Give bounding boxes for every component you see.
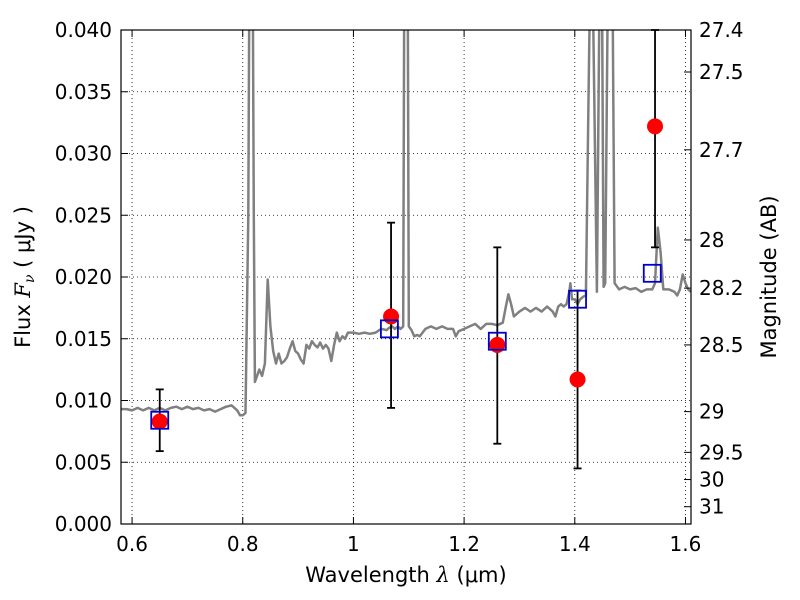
y-tick-label: 0.040	[55, 18, 112, 42]
error-bars	[150, 29, 664, 470]
model-photometry-point	[379, 319, 399, 339]
model-photometry-point	[642, 263, 662, 283]
x-tick-label: 1.6	[670, 532, 702, 556]
right-tick-label: 27.4	[699, 18, 744, 42]
model-photometry-point	[150, 410, 170, 430]
data-layer	[121, 30, 691, 417]
x-tick-label: 1	[347, 532, 360, 556]
y-tick-label: 0.015	[55, 327, 112, 351]
y-tick-label: 0.005	[55, 450, 112, 474]
right-tick-label: 28.5	[699, 333, 744, 357]
right-tick-label: 31	[699, 495, 724, 519]
right-tick-label: 27.7	[699, 138, 744, 162]
y-tick-label: 0.020	[55, 265, 112, 289]
right-tick-label: 29.5	[699, 440, 744, 464]
observed-point	[569, 371, 586, 388]
x-axis-label: Wavelength λ (μm)	[305, 563, 506, 587]
right-tick-label: 28.2	[699, 276, 744, 300]
right-tick-label: 28	[699, 228, 724, 252]
x-tick-label: 1.4	[559, 532, 591, 556]
y-axis-label-left: Flux Fν ( μJy )	[11, 206, 38, 348]
model-photometry-point	[568, 289, 587, 309]
x-tick-label: 0.6	[116, 532, 148, 556]
model-photometry-point	[487, 331, 507, 351]
spectrum-line	[121, 30, 691, 417]
y-tick-label: 0.030	[55, 142, 112, 166]
y-tick-label: 0.010	[55, 389, 112, 413]
y-tick-label: 0.000	[55, 512, 112, 536]
observed-point	[647, 118, 664, 135]
x-tick-label: 1.2	[448, 532, 480, 556]
y-axis-label-right: Magnitude (AB)	[757, 195, 781, 358]
right-tick-label: 29	[699, 400, 724, 424]
y-tick-label: 0.025	[55, 203, 112, 227]
x-tick-label: 0.8	[227, 532, 259, 556]
observed-point	[383, 308, 400, 325]
observed-point	[489, 336, 506, 353]
right-tick-label: 27.5	[699, 60, 744, 84]
observed-point	[151, 413, 168, 430]
ticks: 0.6 0.8 1 1.2 1.4 1.6 0.000 0.005 0.010 0.015 0.02…	[55, 18, 744, 556]
y-tick-label: 0.035	[55, 80, 112, 104]
right-tick-label: 30	[699, 468, 724, 492]
